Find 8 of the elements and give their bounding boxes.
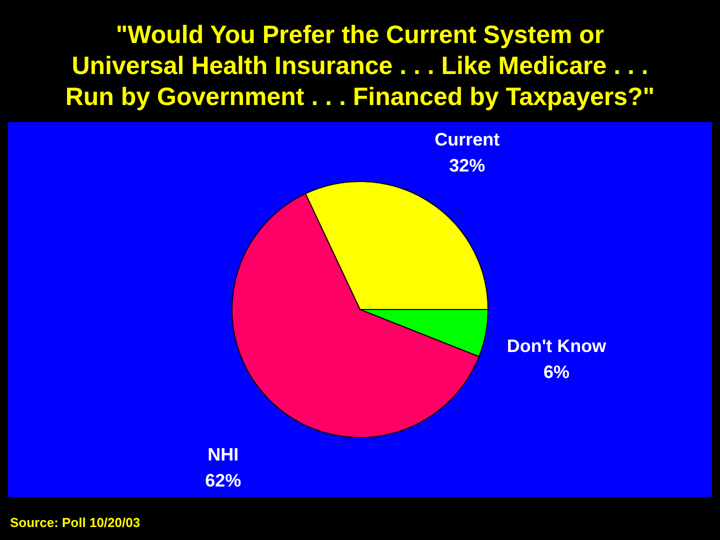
- slice-label: Don't Know: [506, 336, 608, 356]
- chart-title: "Would You Prefer the Current System or Universal Health Insurance . . . Like Medicare . . . Run by Government . . . Financed by Taxpayers?": [65, 21, 655, 111]
- data-label: 62%: [205, 470, 242, 490]
- slice-label: NHI: [208, 444, 239, 464]
- slice-label: Current: [434, 130, 500, 150]
- data-label: 32%: [449, 156, 486, 176]
- data-label: 6%: [543, 362, 570, 382]
- source-note: Source: Poll 10/20/03: [10, 515, 140, 530]
